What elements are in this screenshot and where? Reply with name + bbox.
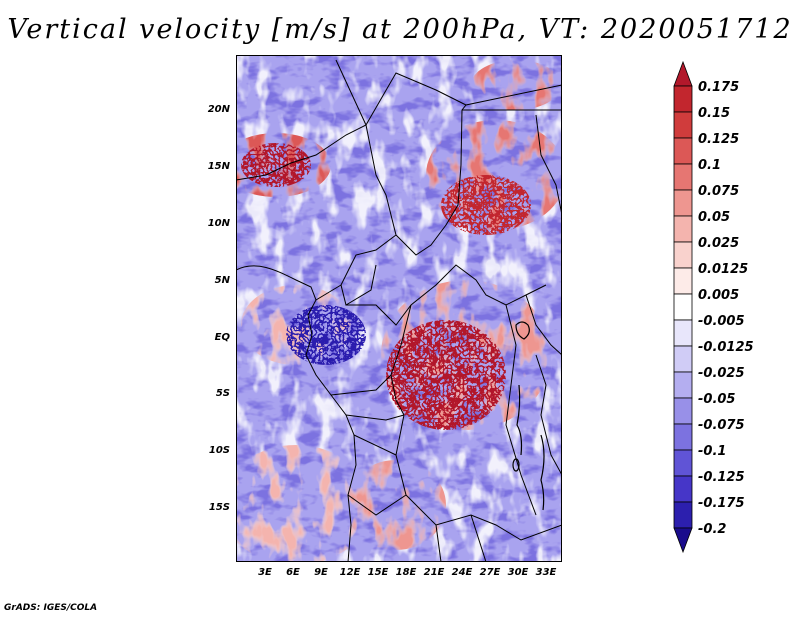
lon-label: 3E [258,567,272,578]
colorbar-swatch [673,85,693,113]
lon-label: 30E [507,567,529,578]
borders [235,59,563,563]
lat-label: 15N [207,161,230,172]
colorbar-label: 0.175 [698,80,740,95]
colorbar-arrow-bottom [673,527,693,554]
colorbar-swatch [673,397,693,425]
colorbar-label: -0.125 [698,470,745,485]
colorbar-label: 0.05 [698,210,731,225]
colorbar-label: -0.05 [698,392,736,407]
colorbar-swatch [673,241,693,269]
colorbar-swatch [673,111,693,139]
colorbar-swatch [673,501,693,529]
colorbar-label: 0.15 [698,106,731,121]
colorbar-swatch [673,371,693,399]
colorbar [673,60,693,554]
colorbar-swatch [673,163,693,191]
lat-label: 5S [215,388,230,399]
lon-label: 6E [286,567,300,578]
colorbar-label: -0.075 [698,418,745,433]
colorbar-swatch [673,475,693,503]
lon-label: 33E [535,567,557,578]
colorbar-swatch [673,319,693,347]
convective-specks [241,143,531,430]
lon-label: 12E [339,567,361,578]
lat-label: 10S [208,445,230,456]
colorbar-label: -0.2 [698,522,727,537]
colorbar-label: -0.025 [698,366,745,381]
colorbar-label: -0.175 [698,496,745,511]
colorbar-swatch [673,267,693,295]
lon-label: 9E [314,567,328,578]
colorbar-label: 0.0125 [698,262,749,277]
colorbar-swatch [673,449,693,477]
lat-label: 5N [214,275,230,286]
lon-label: 21E [423,567,445,578]
lat-label: 10N [207,218,230,229]
colorbar-swatch [673,137,693,165]
colorbar-label: -0.1 [698,444,727,459]
colorbar-swatch [673,423,693,451]
lakes [512,321,545,511]
lon-label: 27E [479,567,501,578]
map-title: Vertical velocity [m/s] at 200hPa, VT: 2… [7,14,793,45]
colorbar-label: -0.005 [698,314,745,329]
velocity-map [221,55,566,565]
lon-label: 18E [395,567,417,578]
lat-label: EQ [214,332,230,343]
lon-label: 24E [451,567,473,578]
colorbar-swatch [673,345,693,373]
credit-text: GrADS: IGES/COLA [4,603,98,613]
colorbar-swatch [673,215,693,243]
colorbar-label: 0.005 [698,288,740,303]
colorbar-label: 0.1 [698,158,722,173]
colorbar-label: 0.125 [698,132,740,147]
lat-label: 15S [208,502,230,513]
colorbar-label: 0.025 [698,236,740,251]
colorbar-swatch [673,293,693,321]
lon-label: 15E [367,567,389,578]
colorbar-arrow-top [673,60,693,87]
map-frame [236,55,562,562]
colorbar-label: 0.075 [698,184,740,199]
colorbar-label: -0.0125 [698,340,754,355]
lat-label: 20N [207,104,230,115]
map-canvas [221,55,566,565]
colorbar-swatch [673,189,693,217]
